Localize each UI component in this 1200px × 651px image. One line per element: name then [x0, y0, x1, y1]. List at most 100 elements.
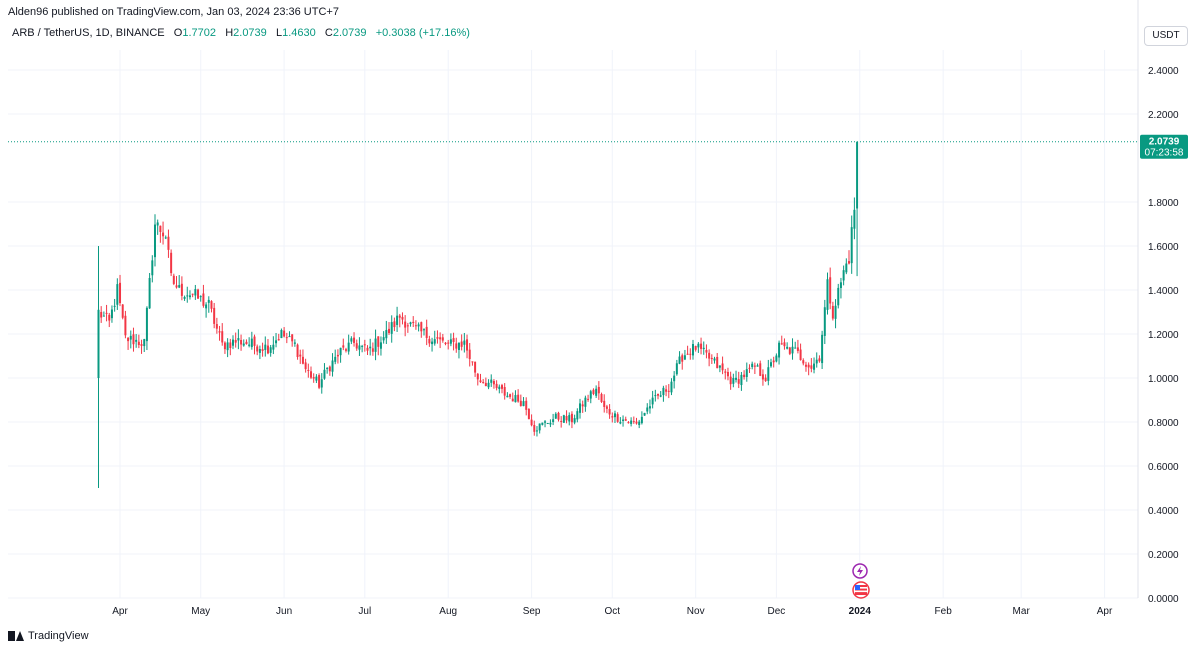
candle-body	[501, 385, 503, 389]
candle-body	[638, 421, 641, 426]
time-tick-label: Feb	[935, 606, 953, 617]
candle-body	[119, 282, 122, 304]
candle-body	[764, 377, 767, 382]
candle-body	[568, 415, 571, 422]
candle-body	[156, 222, 159, 226]
candle-body	[331, 360, 334, 372]
candle-body	[670, 381, 673, 393]
candle-body	[398, 315, 401, 318]
candle-body	[127, 337, 130, 342]
candle-body	[108, 314, 111, 321]
candle-body	[632, 421, 635, 423]
candle-body	[753, 365, 756, 367]
candle-body	[546, 423, 549, 425]
candle-body	[178, 285, 181, 288]
candle-body	[382, 337, 385, 341]
candle-body	[277, 339, 280, 341]
price-axis[interactable]: 2.4000 2.2000 1.8000 1.6000 1.4000 1.2000 1.00…	[1148, 66, 1179, 605]
price-tick-label: 1.4000	[1148, 286, 1179, 297]
candle-body	[622, 419, 625, 421]
candle-body	[549, 422, 552, 425]
candle-body	[97, 309, 100, 378]
time-tick-label: Mar	[1013, 606, 1031, 617]
candle-body	[388, 328, 391, 334]
candle-body	[310, 371, 313, 378]
candle-body	[721, 363, 724, 371]
candle-body	[691, 344, 694, 356]
candle-body	[350, 338, 353, 342]
candle-body	[371, 348, 374, 352]
candle-body	[732, 377, 735, 384]
candle-body	[301, 356, 304, 364]
candle-body	[444, 342, 447, 345]
candle-body	[283, 330, 286, 337]
candle-body	[514, 395, 517, 403]
candle-body	[705, 350, 708, 353]
candle-body	[441, 337, 444, 341]
candle-body	[344, 349, 347, 351]
candle-body	[476, 373, 479, 380]
candle-body	[651, 397, 654, 405]
candle-body	[775, 355, 778, 362]
time-tick-label: Nov	[687, 606, 705, 617]
candle-body	[708, 352, 711, 359]
candle-body	[511, 398, 514, 402]
candle-body	[595, 388, 598, 396]
candle-body	[737, 379, 740, 384]
candle-body	[463, 340, 466, 345]
candle-body	[807, 364, 810, 368]
candle-body	[121, 304, 124, 318]
candle-body	[326, 367, 329, 369]
candle-body	[673, 375, 676, 382]
candle-body	[172, 275, 175, 284]
candle-body	[245, 341, 248, 345]
candle-body	[452, 338, 455, 342]
candle-body	[339, 347, 342, 356]
tradingview-branding[interactable]: TradingView	[8, 630, 89, 642]
symbol-name[interactable]: ARB / TetherUS, 1D, BINANCE	[12, 27, 165, 39]
candle-body	[630, 420, 633, 424]
candle-body	[616, 414, 619, 422]
candle-body	[355, 343, 358, 349]
candle-body	[358, 345, 361, 350]
candle-body	[250, 338, 253, 348]
candle-body	[624, 419, 627, 421]
candle-body	[164, 237, 167, 239]
candle-body	[751, 363, 754, 367]
candle-body	[393, 321, 396, 328]
candle-body	[232, 339, 234, 346]
us-flag-event-icon[interactable]	[852, 581, 870, 599]
candle-body	[258, 349, 261, 353]
lightning-event-icon[interactable]	[852, 563, 868, 579]
candle-body	[597, 386, 600, 394]
candle-body	[519, 400, 522, 406]
candle-body	[530, 419, 533, 426]
candle-body	[100, 311, 103, 318]
candle-body	[102, 315, 105, 317]
branding-label: TradingView	[28, 630, 89, 642]
candle-body	[772, 360, 775, 363]
candle-body	[689, 353, 692, 355]
candle-body	[810, 365, 813, 369]
candle-body	[229, 342, 232, 349]
candle-body	[487, 382, 490, 388]
candle-body	[240, 339, 243, 345]
candle-body	[213, 307, 216, 324]
candle-body	[506, 395, 509, 398]
candle-body	[829, 277, 832, 304]
candle-body	[404, 321, 407, 328]
currency-button[interactable]: USDT	[1144, 26, 1188, 46]
candle-body	[334, 356, 337, 362]
candle-body	[850, 227, 853, 264]
low-label: L	[275, 27, 283, 39]
candle-body	[425, 326, 428, 338]
candle-body	[291, 334, 294, 342]
time-axis[interactable]: Apr May Jun Jul Aug Sep Oct Nov Dec 2024 Feb Mar Apr	[112, 606, 1113, 617]
candle-body	[194, 289, 197, 296]
candle-body	[509, 394, 512, 397]
close-label: C	[324, 27, 333, 39]
price-tick-label: 0.2000	[1148, 550, 1179, 561]
price-tick-label: 0.4000	[1148, 506, 1179, 517]
candle-body	[834, 305, 837, 319]
